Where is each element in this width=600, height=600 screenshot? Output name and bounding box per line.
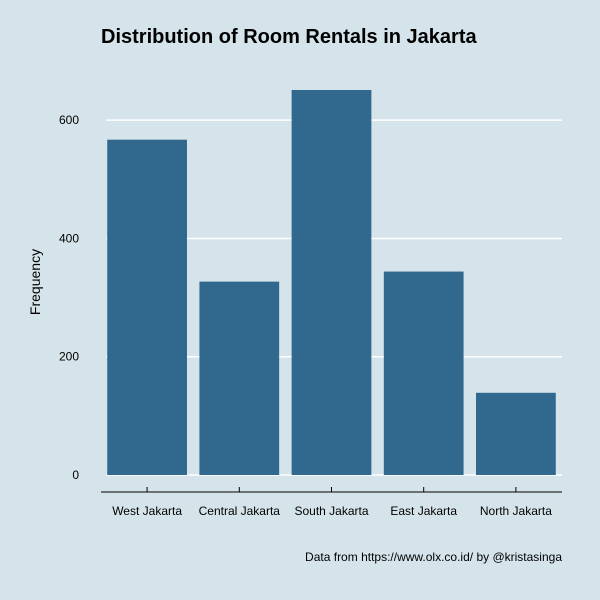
bar (199, 281, 280, 475)
bar (291, 90, 372, 475)
y-axis-label: Frequency (27, 249, 43, 315)
x-tick-label: West Jakarta (112, 504, 182, 518)
bar (476, 392, 556, 475)
bars (107, 90, 556, 475)
x-tick-labels: West Jakarta Central Jakarta South Jakarta… (112, 487, 552, 518)
y-tick-label: 400 (59, 231, 79, 245)
bar (383, 271, 464, 475)
y-tick-label: 600 (59, 113, 79, 127)
x-tick-label: North Jakarta (480, 504, 552, 518)
chart-title: Distribution of Room Rentals in Jakarta (101, 26, 477, 48)
y-tick-label: 200 (59, 350, 79, 364)
y-tick-labels: 0 200 400 600 (59, 113, 79, 482)
bar (107, 139, 187, 475)
chart-caption: Data from https://www.olx.co.id/ by @kri… (305, 550, 562, 564)
x-tick-label: South Jakarta (294, 504, 368, 518)
x-tick-label: Central Jakarta (199, 504, 281, 518)
x-tick-label: East Jakarta (390, 504, 457, 518)
y-tick-label: 0 (72, 468, 79, 482)
